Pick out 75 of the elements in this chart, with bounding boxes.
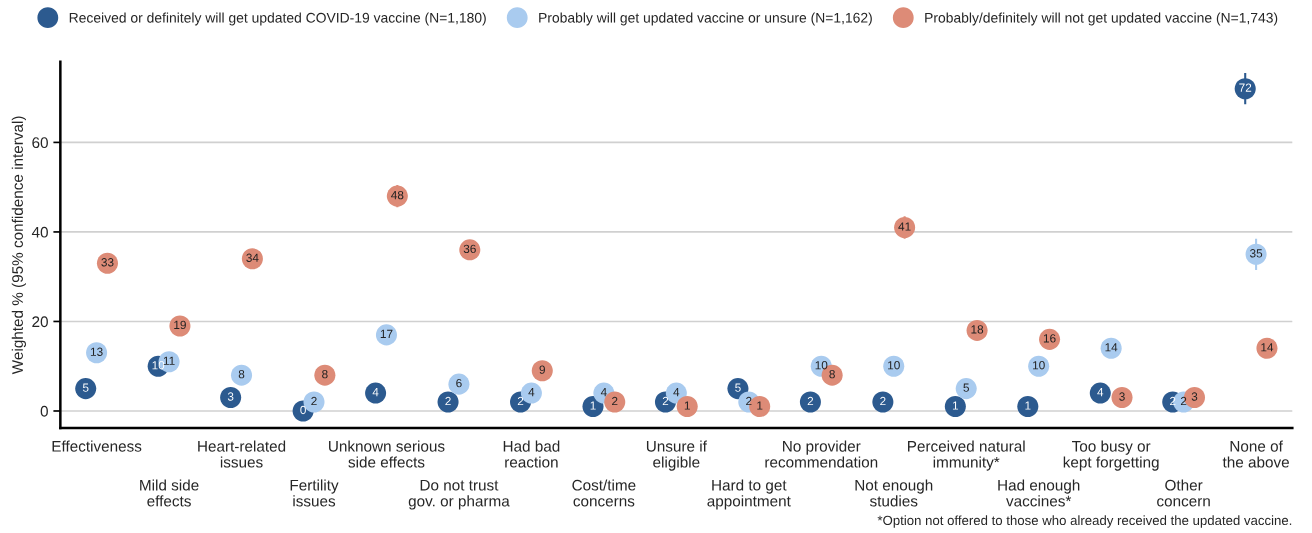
x-tick-label: Fertility issues <box>290 479 339 507</box>
data-label: 0 <box>300 405 306 415</box>
data-label: 36 <box>463 244 476 254</box>
x-tick-label: Unsure if eligible <box>646 440 707 471</box>
data-label: 1 <box>590 401 596 410</box>
y-tick-label: 60 <box>32 137 48 149</box>
data-label: 6 <box>456 378 462 388</box>
x-tick-label: Had enough vaccines* <box>998 479 1080 507</box>
x-tick-label: Other concern <box>1157 479 1210 507</box>
data-label: 19 <box>174 320 186 330</box>
data-label: 41 <box>898 222 911 231</box>
data-label: 9 <box>539 365 545 374</box>
data-label: 35 <box>1249 249 1263 258</box>
legend-label: Probably/definitely will not get updated vaccine (N=1,743) <box>925 12 1278 26</box>
data-label: 4 <box>372 388 379 397</box>
data-label: 34 <box>246 253 259 262</box>
x-tick-label: Unknown serious side effects <box>329 440 445 468</box>
data-label: 17 <box>380 329 393 338</box>
x-tick-label: Mild side effects <box>140 479 199 507</box>
data-label: 48 <box>391 190 404 200</box>
data-label: 1 <box>1025 401 1031 410</box>
y-tick-label: 20 <box>32 316 48 328</box>
y-axis-title: Weighted % (95% confidence interval) <box>11 116 26 375</box>
data-label: 2 <box>880 396 886 406</box>
legend-label: Received or definitely will get updated COVID-19 vaccine (N=1,180) <box>69 12 486 26</box>
data-label: 8 <box>322 369 328 379</box>
data-label: 10 <box>888 361 900 370</box>
x-tick-label: Perceived natural immunity* <box>908 440 1025 471</box>
data-label: 2 <box>445 396 451 406</box>
x-tick-label: No provider recommendation <box>765 440 878 468</box>
data-label: 3 <box>227 392 234 401</box>
data-label: 5 <box>735 383 741 392</box>
x-tick-label: Had bad reaction <box>503 440 560 468</box>
data-label: 2 <box>807 396 814 406</box>
data-label: 33 <box>101 258 114 267</box>
data-label: 3 <box>1191 392 1198 401</box>
data-label: 8 <box>829 369 835 379</box>
data-label: 2 <box>517 396 524 406</box>
data-label: 2 <box>662 396 669 406</box>
data-label: 2 <box>746 396 752 406</box>
data-label: 5 <box>82 383 89 392</box>
data-label: 72 <box>1239 83 1252 92</box>
data-label: 2 <box>311 396 317 406</box>
data-label: 5 <box>963 383 969 392</box>
data-label: 1 <box>757 401 763 410</box>
data-label: 4 <box>1097 388 1104 397</box>
data-label: 14 <box>1261 343 1274 352</box>
data-label: 1 <box>684 401 690 410</box>
x-tick-label: Hard to get appointment <box>707 479 791 510</box>
text: *Option not offered to those who already received the updated vaccine. <box>877 515 1292 528</box>
legend-label: Probably will get updated vaccine or unsure (N=1,162) <box>539 12 872 26</box>
x-tick-label: Effectiveness <box>52 440 142 452</box>
data-label: 8 <box>238 369 245 379</box>
data-label: 13 <box>90 347 103 356</box>
data-label: 14 <box>1105 343 1118 352</box>
y-tick-label: 0 <box>40 405 48 417</box>
y-tick-label: 40 <box>31 226 48 238</box>
x-tick-label: None of the above <box>1222 440 1289 468</box>
data-label: 2 <box>612 396 618 406</box>
data-label: 1 <box>952 401 959 410</box>
x-tick-label: Heart-related issues <box>198 440 286 468</box>
data-label: 10 <box>815 361 828 370</box>
data-label: 4 <box>528 388 535 397</box>
x-tick-label: Cost/time concerns <box>572 479 636 507</box>
data-label: 10 <box>1033 361 1045 370</box>
x-tick-label: Too busy or kept forgetting <box>1063 440 1159 471</box>
x-tick-label: Not enough studies <box>855 479 933 507</box>
data-label: 11 <box>163 356 175 365</box>
data-label: 4 <box>600 388 607 397</box>
data-label: 16 <box>1043 334 1056 343</box>
data-label: 4 <box>673 388 680 397</box>
data-label: 3 <box>1119 392 1125 401</box>
x-tick-label: Do not trust gov. or pharma <box>408 479 510 510</box>
data-label: 18 <box>971 325 984 334</box>
data-label: 2 <box>1170 396 1176 406</box>
